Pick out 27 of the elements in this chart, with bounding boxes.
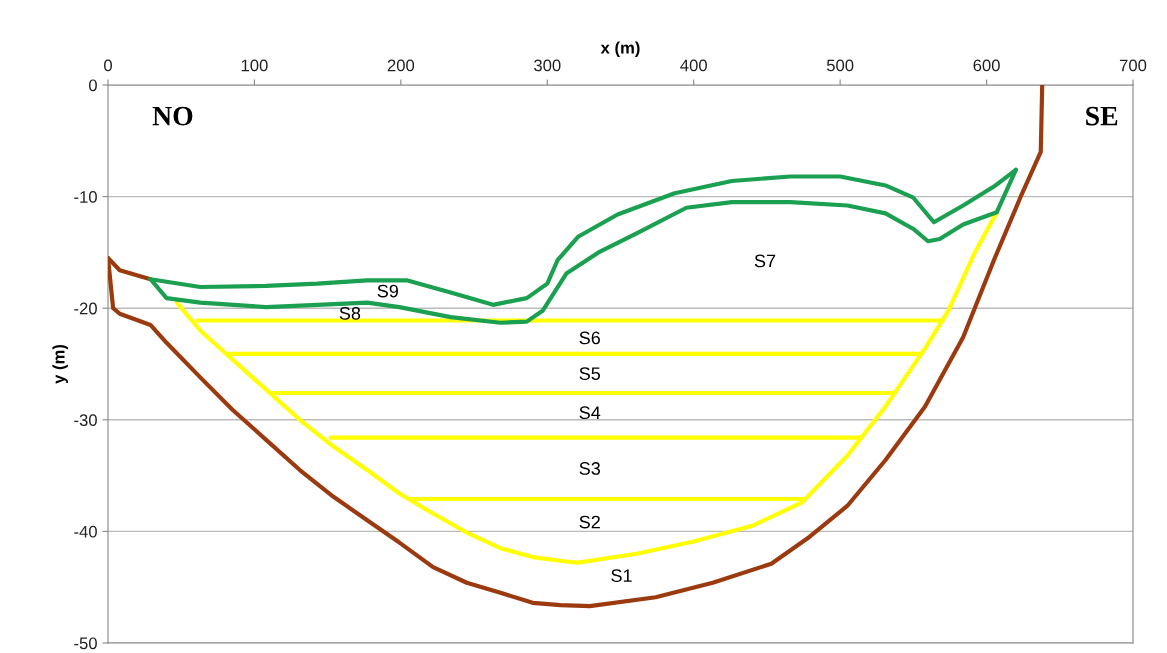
x-tick-label: 700 (1119, 59, 1147, 72)
x-tick-label: 0 (104, 59, 112, 72)
y-tick-label: 0 (88, 79, 97, 92)
y-axis-title: y (m) (52, 344, 68, 384)
annotation: S6 (579, 331, 600, 345)
x-tick-label: 300 (534, 59, 561, 72)
annotation: S4 (579, 406, 601, 420)
x-tick-label: 100 (241, 59, 268, 72)
x-tick-label: 400 (680, 59, 707, 72)
x-tick-label: 500 (826, 59, 854, 72)
y-tick-label: -30 (74, 414, 97, 426)
annotation: SE (1086, 106, 1118, 126)
y-tick-label: -50 (74, 637, 97, 650)
x-tick-label: 600 (973, 59, 1000, 72)
annotation: S1 (611, 569, 632, 582)
annotation: S5 (579, 367, 601, 381)
annotation: S2 (579, 515, 600, 529)
y-tick-label: -40 (74, 525, 97, 538)
x-tick-label: 200 (387, 59, 415, 72)
annotation: S7 (754, 254, 776, 268)
annotation: S8 (339, 306, 361, 320)
y-tick-label: -20 (74, 302, 97, 315)
annotation: S9 (377, 284, 399, 298)
x-axis-title: x (m) (600, 41, 640, 57)
annotation: NO (152, 106, 193, 126)
annotation: S3 (579, 462, 600, 475)
y-tick-label: -10 (74, 191, 97, 203)
